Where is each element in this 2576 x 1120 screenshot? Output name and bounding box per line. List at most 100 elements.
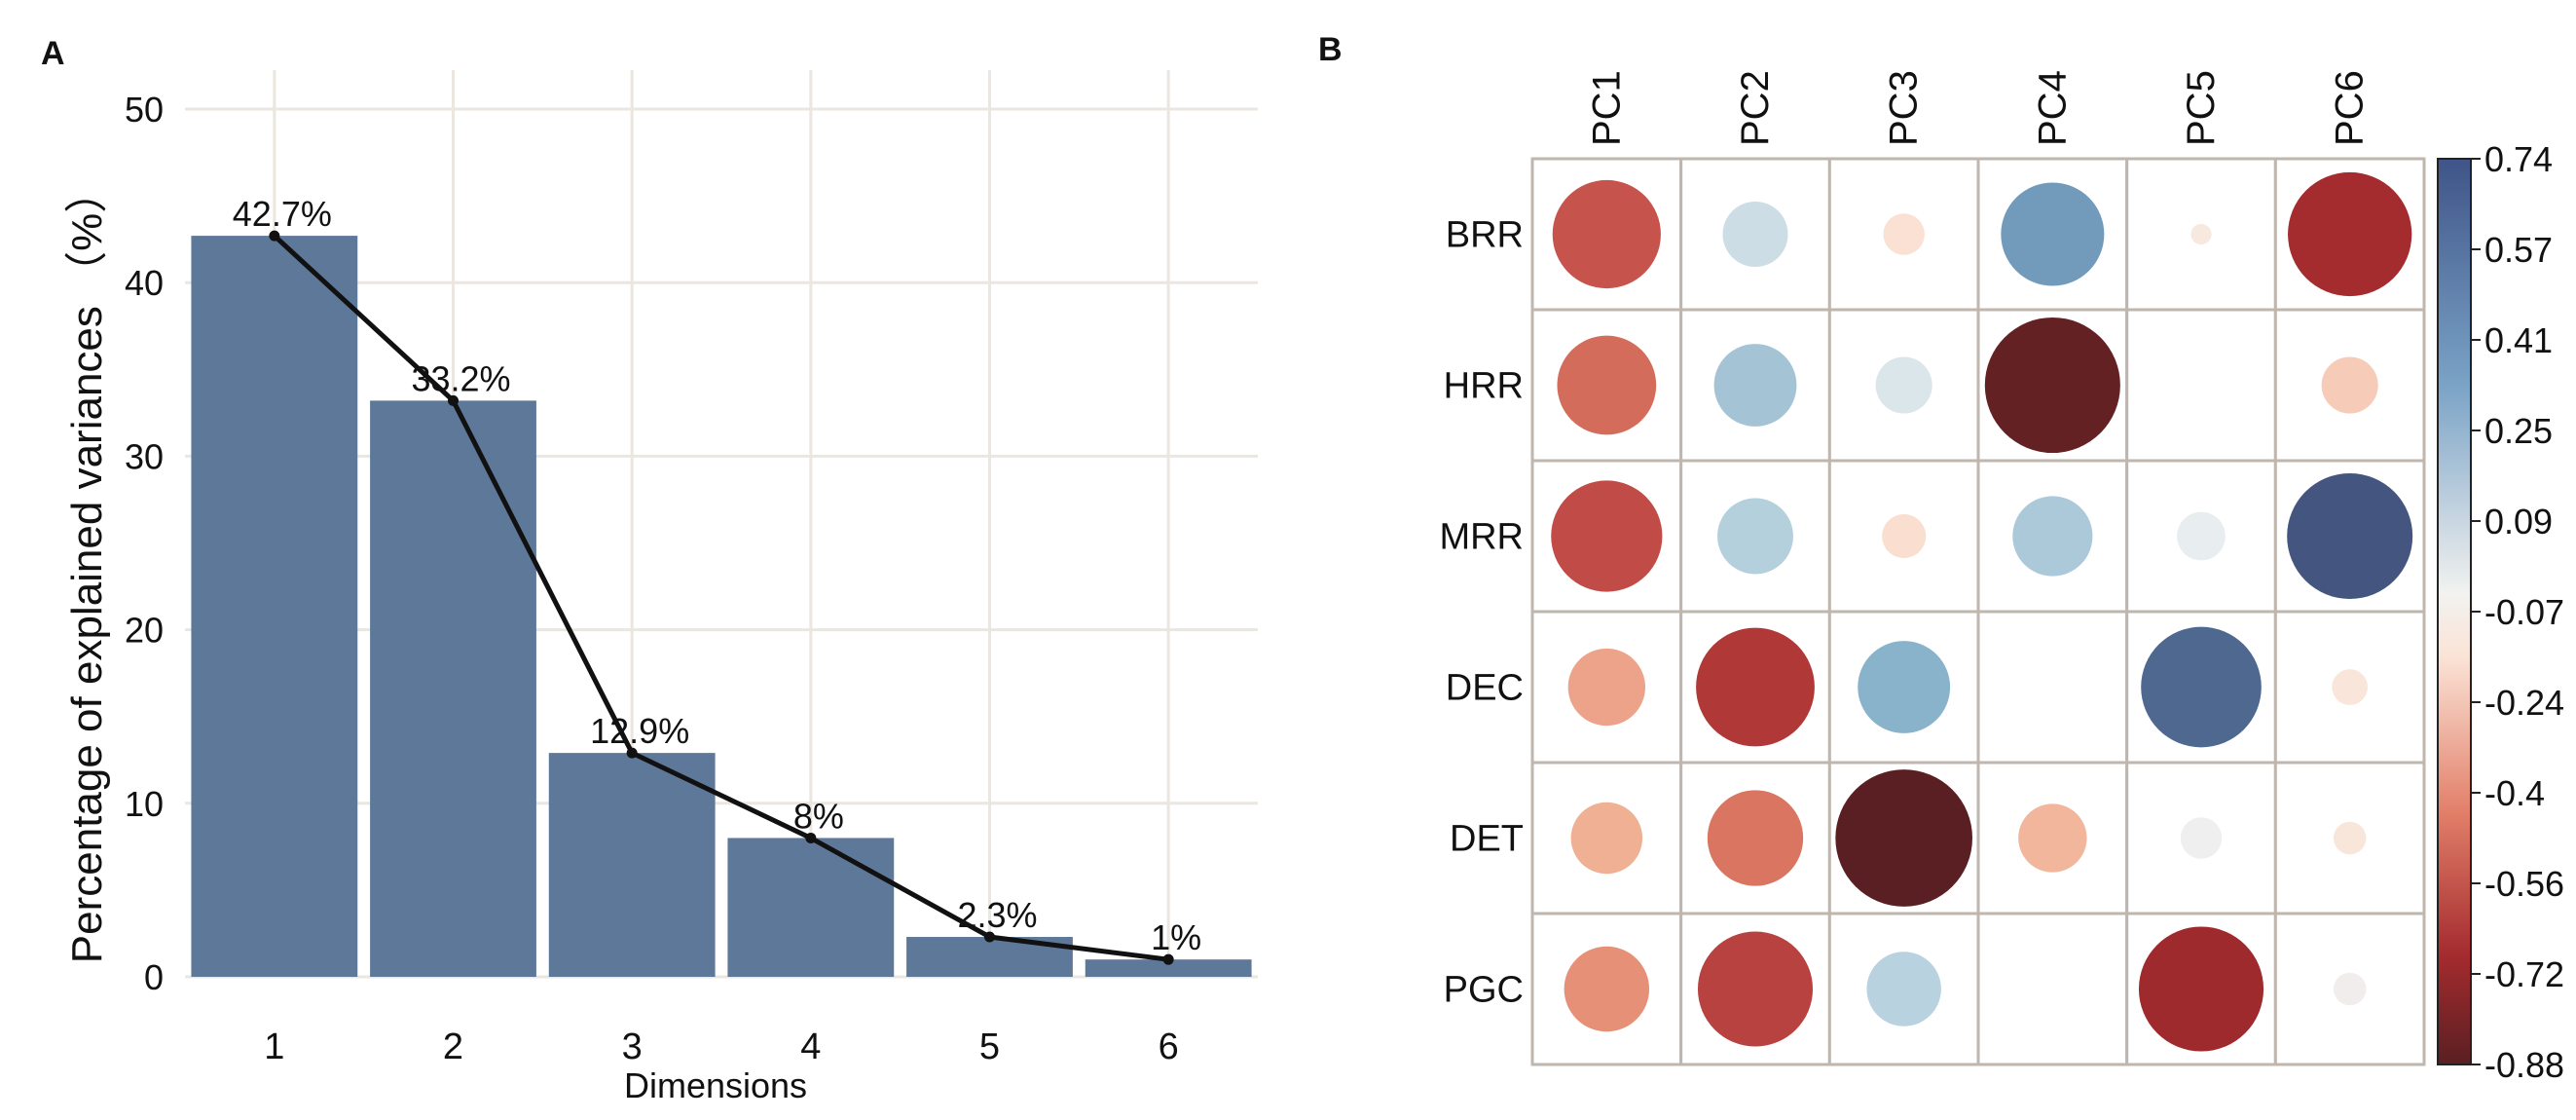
x-tick-label: 2 bbox=[443, 1027, 463, 1067]
y-tick-label: 30 bbox=[125, 436, 164, 476]
variance-line bbox=[273, 234, 1169, 962]
corr-circle-dec-pc3 bbox=[1858, 641, 1951, 733]
y-tick-label: 20 bbox=[125, 611, 164, 651]
colorbar-tick-label: -0.07 bbox=[2484, 592, 2564, 632]
bar-dimension-3 bbox=[548, 753, 716, 977]
corr-circle-brr-pc1 bbox=[1552, 179, 1661, 289]
corr-circle-dec-pc5 bbox=[2141, 626, 2262, 748]
colorbar-tick-label: 0.09 bbox=[2484, 502, 2553, 541]
corr-circle-brr-pc3 bbox=[1883, 213, 1925, 255]
row-label: MRR bbox=[1439, 517, 1524, 558]
correlation-plot-panel: B PC1 PC2 PC3 PC4 PC5 PC6 BRRHRRMRRDECDETPGC … bbox=[1318, 31, 2564, 1085]
data-label: 33.2% bbox=[411, 358, 510, 398]
x-tick-label: 4 bbox=[800, 1027, 821, 1067]
scree-plot-bars bbox=[191, 236, 1252, 978]
corr-circle-mrr-pc6 bbox=[2287, 473, 2413, 599]
colorbar-tick-label: 0.25 bbox=[2484, 411, 2553, 451]
data-label: 42.7% bbox=[233, 194, 332, 234]
line-point bbox=[269, 230, 280, 242]
corr-circle-dec-pc1 bbox=[1567, 648, 1646, 727]
scree-plot-grid bbox=[185, 70, 1258, 979]
corr-circle-det-pc4 bbox=[2018, 803, 2087, 873]
corr-circle-det-pc6 bbox=[2333, 821, 2367, 855]
corr-circle-dec-pc2 bbox=[1696, 627, 1815, 747]
colorbar bbox=[2437, 158, 2472, 1065]
line-point bbox=[448, 394, 459, 406]
colorbar-ticks: 0.74 0.57 0.41 0.25 0.09 -0.07 -0.24 -0.4 -0.56 -… bbox=[2471, 139, 2564, 1085]
y-tick-label: 0 bbox=[144, 957, 164, 997]
correlation-grid bbox=[1530, 157, 2426, 1066]
data-label: 12.9% bbox=[590, 711, 689, 751]
correlation-row-labels: BRR HRR MRR DEC DET PGC bbox=[1439, 215, 1524, 1011]
scree-plot-y-ticks: 0 10 20 30 40 50 bbox=[125, 90, 164, 997]
bar-dimension-4 bbox=[727, 838, 895, 977]
bar-dimension-6 bbox=[1085, 959, 1252, 977]
grid-cell bbox=[1976, 610, 2129, 765]
y-tick-label: 50 bbox=[125, 90, 164, 130]
row-label: DET bbox=[1450, 819, 1524, 860]
scree-plot-y-axis-label: Percentage of explained variances （%） bbox=[63, 170, 111, 963]
corr-circle-brr-pc4 bbox=[2001, 182, 2105, 286]
line-point bbox=[1162, 953, 1174, 965]
data-label: 2.3% bbox=[957, 895, 1037, 935]
line-point bbox=[984, 931, 995, 943]
scree-plot-data-labels: 42.7% 33.2% 12.9% 8% 2.3% 1% bbox=[233, 194, 1201, 957]
colorbar-tick-label: -0.24 bbox=[2484, 683, 2564, 723]
row-label: BRR bbox=[1446, 215, 1524, 256]
bar-dimension-2 bbox=[370, 400, 536, 978]
corr-circle-mrr-pc5 bbox=[2177, 511, 2226, 561]
corr-circle-mrr-pc4 bbox=[2012, 496, 2093, 577]
correlation-circles bbox=[1551, 171, 2413, 1052]
colorbar-tick-label: -0.4 bbox=[2484, 773, 2545, 813]
x-tick-label: 6 bbox=[1159, 1027, 1179, 1067]
corr-circle-det-pc5 bbox=[2180, 817, 2223, 859]
row-label: DEC bbox=[1446, 668, 1524, 709]
y-tick-label: 40 bbox=[125, 263, 164, 303]
corr-circle-mrr-pc3 bbox=[1882, 514, 1927, 558]
corr-circle-dec-pc6 bbox=[2332, 669, 2369, 705]
colorbar-tick-label: 0.74 bbox=[2484, 139, 2553, 179]
corr-circle-det-pc1 bbox=[1570, 802, 1643, 875]
scree-plot-panel: A 42.7% 33.2% 12.9% 8% 2.3% 1% 0 10 20 30 40 50 1 2… bbox=[41, 35, 1258, 1105]
data-label: 8% bbox=[793, 796, 844, 836]
corr-circle-mrr-pc2 bbox=[1717, 498, 1793, 575]
y-tick-label: 10 bbox=[125, 784, 164, 824]
panel-b-label: B bbox=[1318, 31, 1343, 68]
column-label: PC3 bbox=[1883, 70, 1926, 146]
column-label: PC1 bbox=[1585, 70, 1628, 146]
corr-circle-brr-pc5 bbox=[2190, 223, 2212, 245]
column-label: PC2 bbox=[1734, 70, 1777, 146]
corr-circle-pgc-pc1 bbox=[1564, 946, 1650, 1032]
scree-plot-x-axis-label: Dimensions bbox=[624, 1065, 807, 1105]
colorbar-tick-label: 0.57 bbox=[2484, 230, 2553, 270]
corr-circle-pgc-pc3 bbox=[1866, 952, 1941, 1027]
row-label: PGC bbox=[1444, 970, 1524, 1011]
corr-circle-brr-pc2 bbox=[1722, 201, 1788, 268]
corr-circle-brr-pc6 bbox=[2288, 171, 2412, 297]
data-label: 1% bbox=[1151, 917, 1201, 957]
scree-plot-x-ticks: 1 2 3 4 5 6 bbox=[264, 1027, 1178, 1067]
corr-circle-hrr-pc2 bbox=[1713, 344, 1797, 427]
grid-cell bbox=[2125, 308, 2277, 463]
corr-circle-pgc-pc2 bbox=[1697, 931, 1814, 1047]
grid-cell bbox=[1976, 459, 2129, 614]
column-label: PC5 bbox=[2180, 70, 2223, 146]
scree-plot-line bbox=[269, 230, 1174, 965]
colorbar-tick-label: -0.56 bbox=[2484, 864, 2564, 904]
x-tick-label: 5 bbox=[979, 1027, 1000, 1067]
corr-circle-det-pc2 bbox=[1707, 790, 1804, 886]
panel-a-label: A bbox=[41, 35, 65, 72]
row-label: HRR bbox=[1444, 366, 1524, 407]
x-tick-label: 1 bbox=[264, 1027, 284, 1067]
corr-circle-pgc-pc6 bbox=[2333, 972, 2367, 1006]
x-tick-label: 3 bbox=[622, 1027, 643, 1067]
bar-dimension-1 bbox=[191, 236, 358, 977]
corr-circle-pgc-pc5 bbox=[2138, 926, 2264, 1052]
corr-circle-hrr-pc3 bbox=[1875, 356, 1932, 414]
colorbar-tick-label: 0.41 bbox=[2484, 320, 2553, 360]
grid-cell bbox=[1976, 912, 2129, 1066]
corr-circle-hrr-pc4 bbox=[1984, 317, 2120, 454]
line-point bbox=[805, 832, 817, 843]
colorbar-tick-label: -0.72 bbox=[2484, 954, 2564, 994]
